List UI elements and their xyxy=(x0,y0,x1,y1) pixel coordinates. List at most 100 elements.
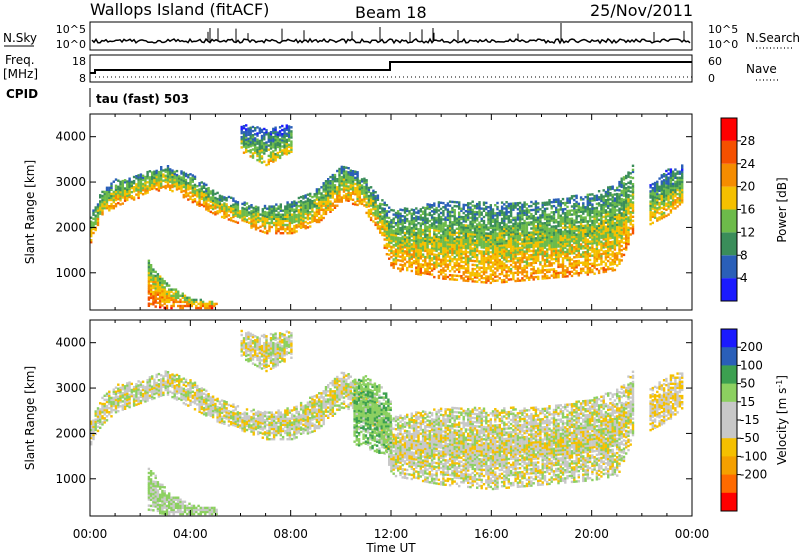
power-echo-cell xyxy=(507,241,510,244)
power-echo-cell xyxy=(539,263,542,266)
power-echo-cell xyxy=(489,218,492,221)
power-echo-cell xyxy=(160,170,163,173)
power-echo-cell xyxy=(424,270,427,273)
power-echo-cell xyxy=(625,219,628,223)
power-echo-cell xyxy=(417,238,420,241)
power-echo-cell xyxy=(489,236,492,240)
power-echo-cell xyxy=(170,288,173,291)
power-echo-cell xyxy=(205,198,208,201)
power-echo-cell xyxy=(428,236,431,239)
power-echo-cell xyxy=(177,290,180,293)
power-echo-cell xyxy=(426,250,429,253)
power-echo-cell xyxy=(424,217,427,220)
power-echo-cell xyxy=(564,207,567,211)
power-echo-cell xyxy=(469,251,472,254)
power-echo-cell xyxy=(568,264,571,268)
power-echo-cell xyxy=(417,262,420,266)
power-echo-cell xyxy=(525,250,529,253)
power-echo-cell xyxy=(421,237,425,240)
power-echo-cell xyxy=(277,229,280,233)
power-echo-cell xyxy=(566,250,569,253)
power-echo-cell xyxy=(408,257,411,260)
power-echo-cell xyxy=(254,224,258,227)
power-echo-cell xyxy=(498,264,501,268)
power-echo-cell xyxy=(322,200,325,203)
power-echo-cell xyxy=(591,207,594,210)
power-echo-cell xyxy=(202,190,206,194)
power-echo-cell xyxy=(575,196,578,200)
power-echo-cell xyxy=(165,298,169,302)
power-echo-cell xyxy=(139,175,143,178)
power-echo-cell xyxy=(252,223,255,226)
power-echo-cell xyxy=(523,221,526,225)
power-echo-cell xyxy=(349,192,352,195)
power-echo-cell xyxy=(573,247,576,251)
power-echo-cell xyxy=(607,223,610,226)
power-echo-cell xyxy=(487,279,490,282)
power-echo-cell xyxy=(568,230,571,233)
power-echo-cell xyxy=(557,214,560,218)
power-echo-cell xyxy=(622,227,626,230)
power-echo-cell xyxy=(110,194,113,198)
power-echo-cell xyxy=(487,232,490,235)
power-echo-cell xyxy=(534,253,538,256)
power-echo-cell xyxy=(446,237,450,240)
power-echo-cell xyxy=(600,254,603,258)
power-echo-cell xyxy=(383,232,386,235)
power-echo-cell xyxy=(509,204,513,208)
power-echo-cell xyxy=(410,226,413,230)
power-echo-cell xyxy=(467,236,470,240)
power-echo-cell xyxy=(588,193,592,196)
power-echo-cell xyxy=(546,227,549,231)
power-echo-cell xyxy=(174,290,178,293)
power-echo-cell xyxy=(613,217,617,221)
power-echo-cell xyxy=(613,240,617,243)
power-echo-cell xyxy=(96,203,100,206)
power-echo-cell xyxy=(367,215,371,218)
power-echo-cell xyxy=(270,219,273,223)
power-echo-cell xyxy=(410,220,413,224)
power-echo-cell xyxy=(530,268,533,271)
power-echo-cell xyxy=(600,212,603,215)
power-echo-cell xyxy=(173,174,176,178)
power-echo-cell xyxy=(306,226,310,229)
power-echo-cell xyxy=(164,170,167,173)
power-echo-cell xyxy=(579,255,583,258)
power-echo-cell xyxy=(555,221,558,224)
power-echo-cell xyxy=(568,217,571,221)
power-echo-cell xyxy=(197,306,200,310)
power-echo-cell xyxy=(410,218,413,222)
power-echo-cell xyxy=(534,269,538,273)
power-echo-cell xyxy=(575,194,578,197)
power-echo-cell xyxy=(464,238,468,241)
power-echo-cell xyxy=(358,202,361,205)
power-echo-cell xyxy=(518,256,522,260)
power-echo-cell xyxy=(473,263,477,267)
power-echo-cell xyxy=(324,198,328,201)
power-echo-cell xyxy=(525,256,529,259)
power-echo-cell xyxy=(482,203,486,206)
power-echo-cell xyxy=(419,263,422,266)
power-echo-cell xyxy=(507,237,510,240)
power-echo-cell xyxy=(437,248,441,251)
power-echo-cell xyxy=(340,171,343,175)
power-echo-cell xyxy=(223,212,226,215)
power-echo-cell xyxy=(313,213,316,216)
power-echo-cell xyxy=(618,185,621,188)
power-echo-cell xyxy=(399,212,402,215)
power-echo-cell xyxy=(467,279,470,283)
power-echo-cell xyxy=(518,210,522,213)
power-echo-cell xyxy=(487,236,490,239)
power-echo-cell xyxy=(156,283,160,286)
power-echo-cell xyxy=(625,221,628,225)
power-echo-cell xyxy=(476,270,479,273)
power-echo-cell xyxy=(616,215,619,218)
power-echo-cell xyxy=(458,254,461,257)
power-echo-cell xyxy=(448,204,452,207)
power-echo-cell xyxy=(419,251,422,254)
power-echo-cell xyxy=(220,209,224,213)
power-echo-cell xyxy=(471,231,474,234)
power-echo-cell xyxy=(417,232,420,235)
power-echo-cell xyxy=(530,208,533,212)
power-echo-cell xyxy=(419,226,422,229)
